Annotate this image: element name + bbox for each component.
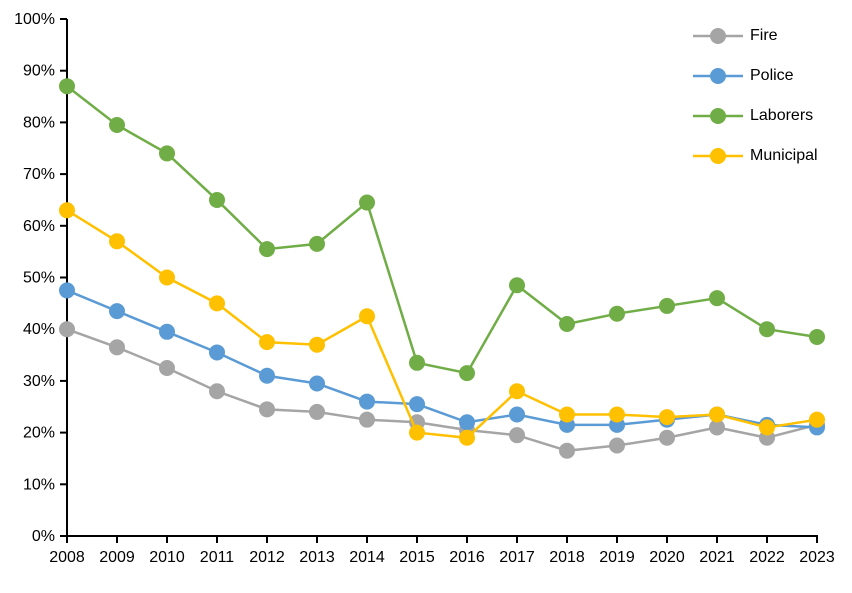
data-point-municipal — [709, 406, 725, 423]
data-point-laborers — [559, 316, 575, 333]
data-point-fire — [359, 411, 375, 428]
data-point-laborers — [609, 305, 625, 322]
data-point-laborers — [209, 191, 225, 208]
data-point-police — [159, 323, 175, 340]
series-line-municipal — [66, 209, 818, 440]
data-point-fire — [209, 383, 225, 400]
data-point-laborers — [759, 321, 775, 338]
data-point-municipal — [659, 409, 675, 426]
data-point-police — [59, 282, 75, 299]
data-point-municipal — [459, 429, 475, 446]
data-point-fire — [609, 437, 625, 454]
series-line-police — [66, 289, 818, 429]
data-point-municipal — [609, 406, 625, 423]
data-point-police — [409, 396, 425, 413]
data-point-fire — [659, 429, 675, 446]
data-point-laborers — [259, 241, 275, 258]
data-point-municipal — [159, 269, 175, 286]
y-axis-tick-label: 70% — [23, 166, 55, 183]
data-point-police — [359, 393, 375, 410]
x-axis-tick-label: 2023 — [799, 549, 835, 566]
data-point-laborers — [509, 277, 525, 294]
data-point-municipal — [509, 383, 525, 400]
x-axis-tick-label: 2021 — [699, 549, 735, 566]
data-point-municipal — [409, 424, 425, 441]
data-point-municipal — [559, 406, 575, 423]
y-axis-tick-label: 50% — [23, 270, 55, 287]
data-point-municipal — [259, 334, 275, 351]
data-point-laborers — [159, 145, 175, 162]
data-point-municipal — [109, 233, 125, 250]
series-line-laborers — [66, 85, 818, 375]
legend-marker-icon — [693, 108, 743, 124]
series-line-fire — [66, 328, 818, 452]
legend-item-laborers: Laborers — [693, 104, 813, 128]
x-axis-tick-label: 2014 — [349, 549, 385, 566]
data-point-police — [509, 406, 525, 423]
data-point-police — [259, 367, 275, 384]
x-axis-tick-label: 2013 — [299, 549, 335, 566]
x-axis-tick-label: 2017 — [499, 549, 535, 566]
data-point-laborers — [659, 297, 675, 314]
data-point-police — [309, 375, 325, 392]
data-point-municipal — [59, 202, 75, 219]
legend-marker-icon — [693, 68, 743, 84]
x-axis-tick-label: 2011 — [200, 549, 235, 566]
data-point-fire — [709, 419, 725, 436]
data-point-fire — [159, 359, 175, 376]
data-point-laborers — [709, 290, 725, 307]
x-axis-tick-label: 2009 — [99, 549, 135, 566]
x-axis-tick-label: 2015 — [399, 549, 435, 566]
data-point-municipal — [759, 419, 775, 436]
legend-label: Municipal — [750, 147, 818, 164]
x-axis-tick-label: 2012 — [249, 549, 285, 566]
data-point-fire — [559, 442, 575, 459]
data-point-municipal — [209, 295, 225, 312]
legend-label: Fire — [750, 27, 778, 44]
x-axis-tick-label: 2022 — [749, 549, 785, 566]
data-point-laborers — [309, 235, 325, 252]
legend-label: Laborers — [750, 107, 814, 124]
y-axis-tick-label: 60% — [23, 218, 55, 235]
y-axis-tick-label: 0% — [32, 528, 55, 545]
y-axis-tick-label: 90% — [23, 63, 55, 80]
x-axis-tick-label: 2008 — [49, 549, 85, 566]
data-point-laborers — [109, 116, 125, 133]
data-point-fire — [59, 321, 75, 338]
y-axis-tick-label: 80% — [23, 114, 55, 131]
x-axis-tick-label: 2019 — [599, 549, 635, 566]
x-axis-tick-label: 2020 — [649, 549, 685, 566]
legend-item-municipal: Municipal — [693, 144, 818, 168]
data-point-laborers — [809, 328, 825, 345]
y-axis-tick-label: 100% — [14, 11, 55, 28]
y-axis-tick-label: 40% — [23, 321, 55, 338]
data-point-fire — [509, 427, 525, 444]
data-point-laborers — [59, 78, 75, 95]
data-point-laborers — [359, 194, 375, 211]
data-point-fire — [259, 401, 275, 418]
data-point-police — [209, 344, 225, 361]
y-axis-tick-label: 20% — [23, 425, 55, 442]
x-axis-tick-label: 2016 — [449, 549, 485, 566]
y-axis-tick-label: 10% — [23, 476, 55, 493]
y-axis-tick-label: 30% — [23, 373, 55, 390]
x-axis-tick-label: 2010 — [149, 549, 185, 566]
legend-item-fire: Fire — [693, 24, 778, 48]
data-point-police — [109, 303, 125, 320]
data-point-municipal — [309, 336, 325, 353]
legend-item-police: Police — [693, 64, 794, 88]
data-point-municipal — [359, 308, 375, 325]
data-point-fire — [109, 339, 125, 356]
legend-label: Police — [750, 67, 794, 84]
data-point-municipal — [809, 411, 825, 428]
legend-marker-icon — [693, 148, 743, 164]
data-point-laborers — [409, 354, 425, 371]
data-point-fire — [309, 403, 325, 420]
data-point-police — [459, 414, 475, 431]
data-point-laborers — [459, 365, 475, 382]
x-axis-tick-label: 2018 — [549, 549, 585, 566]
legend-marker-icon — [693, 28, 743, 44]
